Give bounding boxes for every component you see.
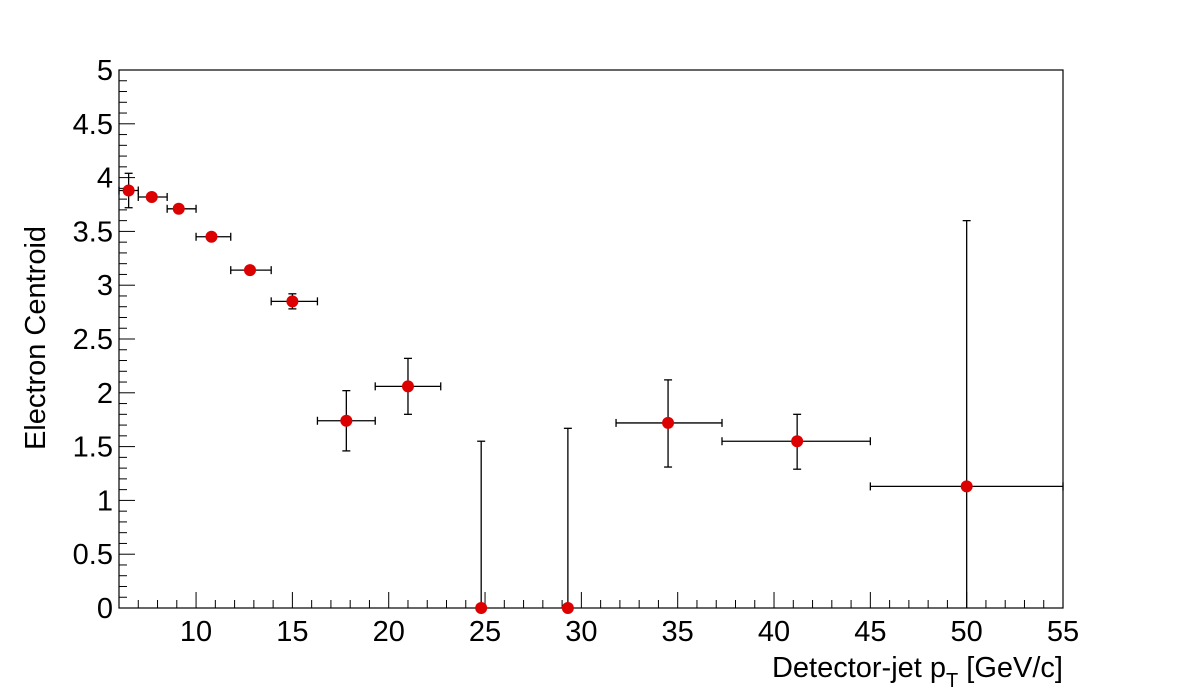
x-tick-label: 50: [951, 616, 983, 648]
x-tick-label: 25: [469, 616, 501, 648]
y-tick-label: 0: [97, 593, 113, 625]
y-tick-label: 3: [97, 270, 113, 302]
y-tick-label: 1: [97, 485, 113, 517]
x-axis-title-unit: [GeV/c]: [958, 652, 1063, 684]
data-point: [662, 416, 675, 429]
error-bar: [563, 427, 572, 608]
data-point: [960, 480, 973, 493]
x-axis-title: Detector-jet pT [GeV/c]: [772, 652, 1063, 692]
y-tick-label: 5: [97, 55, 113, 87]
x-tick-label: 55: [1047, 616, 1079, 648]
x-tick-label: 10: [180, 616, 212, 648]
x-axis-title-subscript: T: [946, 670, 958, 692]
x-tick-label: 35: [662, 616, 694, 648]
data-point: [475, 602, 488, 614]
y-tick-label: 4: [97, 163, 113, 195]
y-tick-label: 2.5: [73, 324, 113, 356]
y-tick-label: 0.5: [73, 539, 113, 571]
x-axis-title-main: Detector-jet p: [772, 652, 946, 684]
data-point: [340, 414, 353, 427]
data-point: [205, 230, 218, 243]
x-tick-label: 40: [758, 616, 790, 648]
x-tick-label: 15: [276, 616, 308, 648]
y-tick-label: 2: [97, 378, 113, 410]
data-point: [244, 264, 257, 277]
data-point: [401, 380, 414, 393]
y-tick-label: 4.5: [73, 109, 113, 141]
x-tick-label: 20: [373, 616, 405, 648]
plot-frame: [118, 69, 1064, 609]
error-bar: [869, 219, 1064, 608]
data-markers: [122, 184, 973, 614]
error-bar: [477, 440, 486, 608]
y-axis-title: Electron Centroid: [20, 226, 52, 450]
x-tick-label: 30: [565, 616, 597, 648]
data-point: [561, 602, 574, 614]
data-point: [172, 202, 185, 215]
y-tick-label: 1.5: [73, 432, 113, 464]
data-point: [145, 190, 158, 203]
y-tick-label: 3.5: [73, 216, 113, 248]
axis-ticks: [118, 69, 1064, 609]
data-point: [791, 435, 804, 448]
error-bars: [118, 172, 1064, 608]
data-point: [122, 184, 135, 197]
data-point: [286, 295, 299, 308]
tick-labels: 0 0.5 1 1.5 2 2.5 3 3.5 4 4.5 5 10 15 20 25 30 35 40 45 50 5…: [73, 55, 1079, 648]
x-tick-label: 45: [854, 616, 886, 648]
